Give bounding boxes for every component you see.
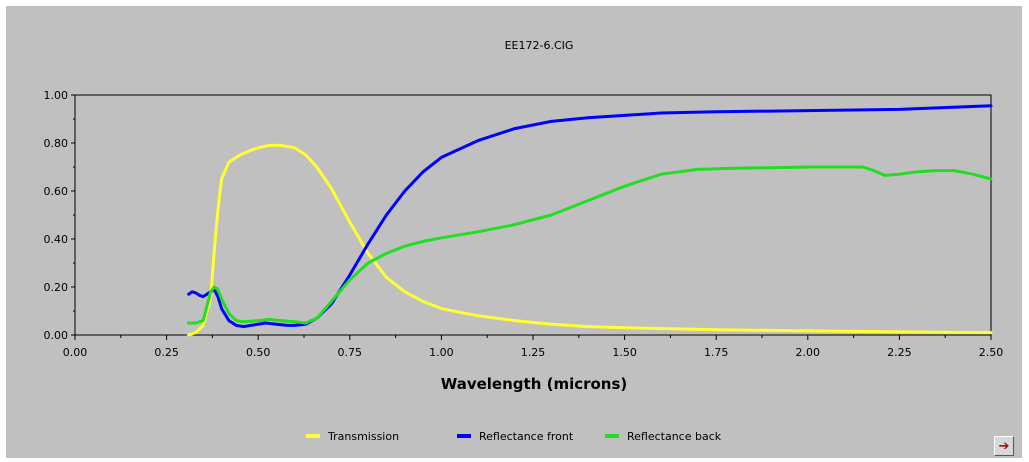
x-tick-label: 1.25: [521, 346, 546, 359]
y-tick-label: 1.00: [44, 89, 69, 102]
series-layer: [187, 104, 993, 337]
y-tick-label: 0.00: [44, 329, 69, 342]
legend: Transmission Reflectance front Reflectance…: [306, 430, 722, 443]
plot-area: [74, 94, 992, 336]
y-tick-label: 0.20: [44, 281, 69, 294]
x-tick-label: 0.00: [63, 346, 88, 359]
y-tick-label: 0.80: [44, 137, 69, 150]
chart: EE172-6.CIG 0.00 0.20 0.40 0.60 0.80 1.00 0.0…: [44, 39, 1004, 443]
x-tick-label: 1.75: [704, 346, 729, 359]
arrow-right-icon: ➔: [998, 438, 1010, 454]
x-tick-label: 1.00: [429, 346, 454, 359]
legend-label: Transmission: [327, 430, 399, 443]
x-tick-label: 2.00: [796, 346, 821, 359]
x-tick-label: 2.25: [887, 346, 912, 359]
series-line-transmission: [187, 143, 993, 337]
x-axis: 0.00 0.25 0.50 0.75 1.00 1.25 1.50 1.75 2.00 2.25…: [63, 335, 1004, 359]
y-axis: 0.00 0.20 0.40 0.60 0.80 1.00: [44, 89, 75, 342]
x-tick-label: 1.50: [612, 346, 637, 359]
legend-label: Reflectance back: [627, 430, 722, 443]
x-tick-label: 0.75: [338, 346, 363, 359]
legend-label: Reflectance front: [479, 430, 574, 443]
chart-title: EE172-6.CIG: [505, 39, 574, 52]
y-tick-label: 0.60: [44, 185, 69, 198]
y-tick-label: 0.40: [44, 233, 69, 246]
x-axis-label: Wavelength (microns): [441, 375, 628, 393]
x-tick-label: 0.50: [246, 346, 271, 359]
x-tick-label: 2.50: [979, 346, 1004, 359]
series-line-reflectance-back: [187, 165, 993, 325]
next-arrow-button[interactable]: ➔: [994, 436, 1014, 456]
x-tick-label: 0.25: [154, 346, 179, 359]
chart-panel: EE172-6.CIG 0.00 0.20 0.40 0.60 0.80 1.00 0.0…: [6, 6, 1022, 458]
